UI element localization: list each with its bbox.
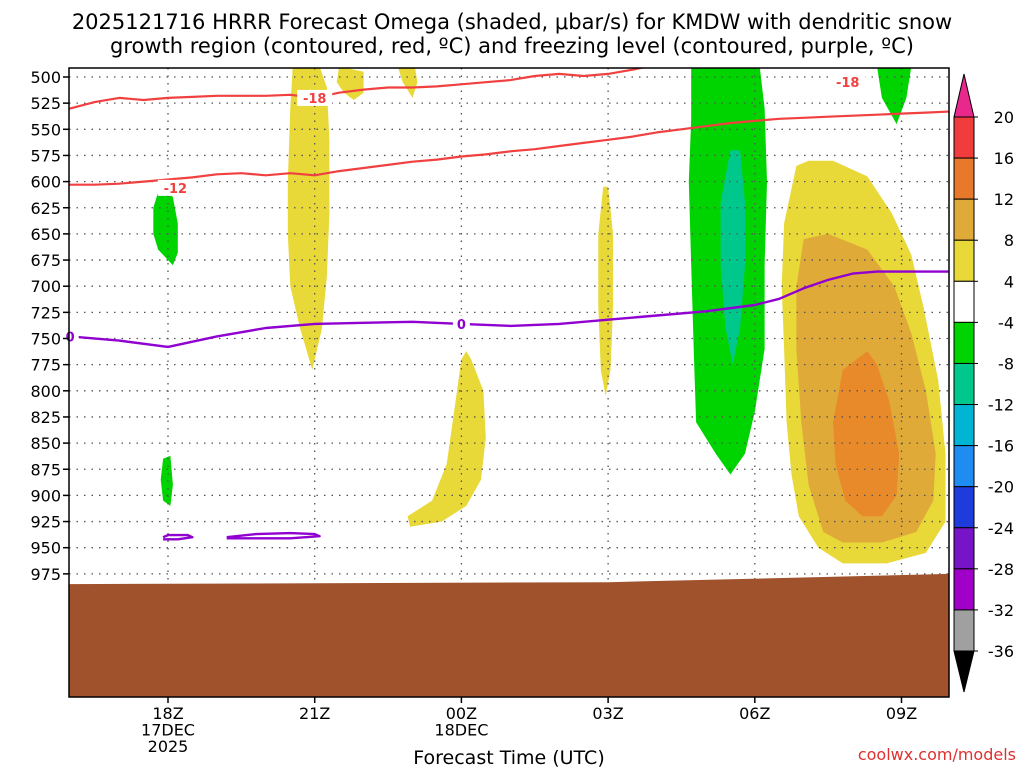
omega-region-green-18z [153, 186, 178, 266]
colorbar-segment [953, 116, 975, 159]
y-tick-label: 825 [30, 408, 61, 427]
colorbar-segment [953, 527, 975, 570]
y-tick-label: 875 [30, 460, 61, 479]
y-tick-label: 575 [30, 146, 61, 165]
colorbar-label: 20 [994, 108, 1014, 127]
x-tick-label: 2025 [148, 737, 189, 756]
chart-title-line2: growth region (contoured, red, ºC) and f… [110, 34, 914, 58]
y-tick-label: 975 [30, 565, 61, 584]
y-tick-label: 550 [30, 120, 61, 139]
contour-label-layer: -18 -12 -18 0 0 [61, 74, 866, 345]
omega-region-yellow-2130z [336, 68, 364, 100]
colorbar: 20 16 12 8 4 -4 -8 -12 -16 -20 -24 -28 -32 -36 [953, 73, 1014, 693]
colorbar-segment [953, 486, 975, 529]
y-tick-label: 925 [30, 513, 61, 532]
x-axis-label: Forecast Time (UTC) [413, 747, 604, 768]
y-tick-label: 750 [30, 330, 61, 349]
omega-region-yellow-2200z [398, 68, 418, 98]
omega-region-yellow-03z [598, 186, 613, 396]
dgz-contour-label: -18 [836, 76, 860, 91]
colorbar-label: 8 [1004, 231, 1014, 250]
colorbar-label: -16 [988, 437, 1014, 456]
freezing-level-contour-2 [162, 533, 194, 541]
colorbar-label: 12 [994, 190, 1014, 209]
y-tick-label: 775 [30, 356, 61, 375]
y-axis: 500 525 550 575 600 625 650 675 700 725 750 775 800 8… [30, 68, 69, 584]
chart-title-line1: 2025121716 HRRR Forecast Omega (shaded, … [72, 10, 952, 34]
colorbar-label: -24 [988, 519, 1014, 538]
dgz-contour-minus18 [69, 68, 646, 110]
colorbar-segment [953, 321, 975, 364]
freezing-contour-label: 0 [66, 330, 75, 345]
y-tick-label: 900 [30, 486, 61, 505]
colorbar-segment [953, 280, 975, 323]
x-tick-label: 06Z [739, 704, 770, 723]
x-tick-label: 18DEC [434, 721, 488, 740]
y-tick-label: 800 [30, 382, 61, 401]
colorbar-top-arrow [953, 73, 975, 118]
colorbar-segment [953, 239, 975, 282]
dgz-contour-label: -18 [303, 92, 327, 107]
y-tick-label: 675 [30, 251, 61, 270]
y-tick-label: 625 [30, 199, 61, 218]
terrain-layer [69, 573, 949, 697]
y-tick-label: 850 [30, 434, 61, 453]
freezing-level-contour-0 [69, 270, 949, 349]
y-tick-label: 650 [30, 225, 61, 244]
dgz-contour-label-bg [830, 74, 866, 91]
colorbar-segment [953, 198, 975, 241]
colorbar-label: 16 [994, 149, 1014, 168]
freezing-contour-label: 0 [457, 318, 466, 333]
dgz-contour-label-bg [157, 179, 193, 196]
y-tick-label: 500 [30, 68, 61, 87]
freezing-contour-label-bg [452, 315, 470, 332]
omega-region-orange-08z [833, 351, 900, 517]
contour-layer [69, 68, 949, 541]
dgz-contour-label-bg [297, 89, 333, 106]
x-tick-label: 03Z [592, 704, 623, 723]
omega-region-yellow-00z-low [407, 351, 486, 527]
colorbar-label: -4 [998, 313, 1014, 332]
freezing-contour-label-bg [61, 328, 79, 345]
y-tick-label: 725 [30, 303, 61, 322]
colorbar-segment [953, 609, 975, 652]
freezing-level-contour-3 [226, 531, 321, 540]
colorbar-label: -8 [998, 354, 1014, 373]
y-tick-label: 950 [30, 539, 61, 558]
dgz-contour-label: -12 [164, 182, 188, 197]
dgz-contour-minus12 [69, 110, 949, 186]
y-tick-label: 600 [30, 173, 61, 192]
colorbar-label: -32 [988, 601, 1014, 620]
x-tick-label: 21Z [299, 704, 330, 723]
colorbar-segment [953, 157, 975, 200]
y-tick-label: 525 [30, 94, 61, 113]
colorbar-segment [953, 362, 975, 406]
omega-region-green-18z-low [160, 455, 173, 506]
x-tick-label: 09Z [886, 704, 917, 723]
colorbar-segment [953, 445, 975, 488]
colorbar-segment [953, 568, 975, 611]
credit-text: coolwx.com/models [858, 745, 1016, 764]
omega-region-teal-05z [720, 150, 745, 365]
x-tick-label: 00Z [446, 704, 477, 723]
y-tick-label: 700 [30, 277, 61, 296]
x-tick-label: 17DEC [141, 721, 195, 740]
colorbar-label: -36 [988, 642, 1014, 661]
x-tick-label: 18Z [152, 704, 183, 723]
colorbar-label: 4 [1004, 272, 1014, 291]
omega-region-yellow-21z [287, 68, 330, 370]
colorbar-label: -28 [988, 560, 1014, 579]
colorbar-bottom-arrow [953, 650, 975, 693]
omega-region-green-09z [877, 68, 912, 125]
colorbar-label: -12 [988, 396, 1014, 415]
terrain-fill [69, 573, 949, 697]
colorbar-segment [953, 404, 975, 447]
plot-frame [68, 67, 950, 698]
colorbar-label: -20 [988, 478, 1014, 497]
omega-shading-layer [153, 68, 946, 564]
